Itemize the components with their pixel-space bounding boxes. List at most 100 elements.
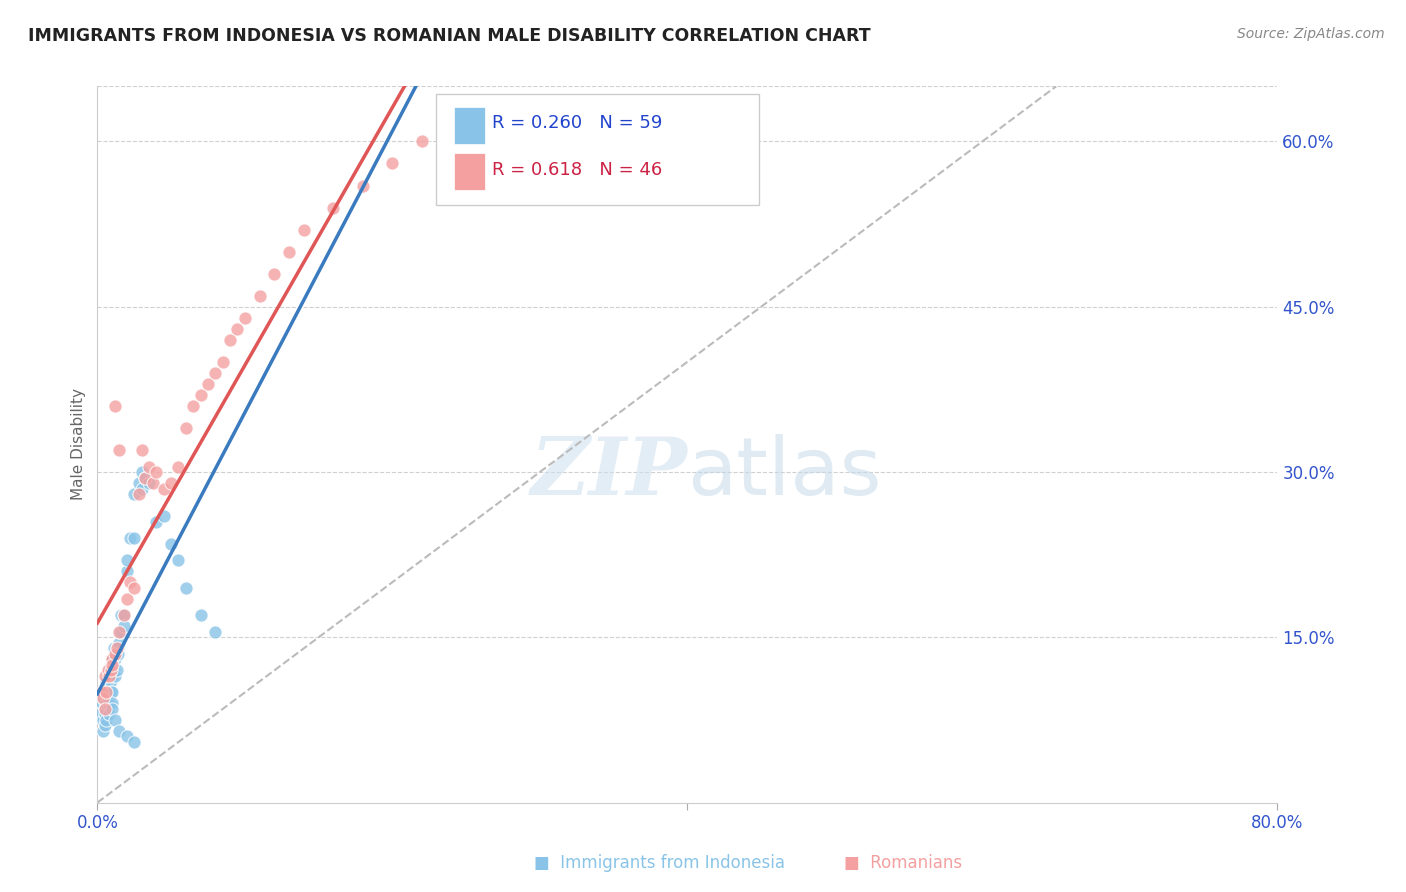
Point: [352, 178, 374, 193]
Text: ■  Romanians: ■ Romanians: [844, 855, 962, 872]
Point: [98, 697, 121, 711]
Point: [104, 669, 127, 683]
Text: R = 0.618   N = 46: R = 0.618 N = 46: [492, 161, 662, 179]
Point: [101, 657, 124, 672]
Point: [105, 641, 128, 656]
Point: [105, 641, 128, 656]
Point: [115, 553, 138, 567]
Point: [108, 624, 131, 639]
Text: ■  Immigrants from Indonesia: ■ Immigrants from Indonesia: [534, 855, 786, 872]
Point: [91, 690, 114, 705]
Point: [98, 669, 121, 683]
Point: [93, 702, 115, 716]
Text: ZIP: ZIP: [530, 434, 688, 512]
Text: Source: ZipAtlas.com: Source: ZipAtlas.com: [1237, 27, 1385, 41]
Point: [90, 685, 112, 699]
Point: [115, 591, 138, 606]
Point: [142, 476, 165, 491]
Point: [181, 399, 204, 413]
Point: [381, 156, 404, 170]
Point: [152, 509, 174, 524]
Point: [104, 713, 127, 727]
Point: [104, 652, 127, 666]
Point: [115, 564, 138, 578]
Point: [93, 707, 115, 722]
Point: [145, 465, 167, 479]
Point: [93, 702, 115, 716]
Point: [108, 723, 131, 738]
Point: [96, 685, 118, 699]
Point: [101, 669, 124, 683]
Text: IMMIGRANTS FROM INDONESIA VS ROMANIAN MALE DISABILITY CORRELATION CHART: IMMIGRANTS FROM INDONESIA VS ROMANIAN MA…: [28, 27, 870, 45]
Point: [138, 459, 160, 474]
Point: [101, 702, 124, 716]
Point: [103, 641, 125, 656]
Point: [107, 641, 129, 656]
Point: [91, 690, 114, 705]
Point: [97, 690, 120, 705]
Y-axis label: Male Disability: Male Disability: [72, 389, 86, 500]
Point: [204, 366, 226, 380]
Point: [128, 476, 150, 491]
Point: [204, 624, 226, 639]
Point: [263, 267, 285, 281]
Point: [103, 664, 125, 678]
Point: [101, 685, 124, 699]
Point: [96, 674, 118, 689]
Point: [98, 664, 121, 678]
Point: [93, 718, 115, 732]
Point: [112, 608, 135, 623]
Point: [108, 624, 131, 639]
Point: [197, 376, 219, 391]
Point: [100, 674, 122, 689]
Point: [131, 442, 153, 457]
Point: [96, 713, 118, 727]
Point: [249, 289, 271, 303]
Point: [190, 608, 212, 623]
Point: [101, 652, 124, 666]
Point: [100, 664, 122, 678]
Point: [100, 685, 122, 699]
Point: [233, 310, 256, 325]
Point: [167, 459, 190, 474]
Point: [101, 652, 124, 666]
Point: [98, 707, 121, 722]
Point: [152, 482, 174, 496]
Point: [145, 515, 167, 529]
Point: [131, 482, 153, 496]
Point: [122, 735, 145, 749]
Point: [97, 664, 120, 678]
Point: [110, 624, 132, 639]
Point: [411, 135, 433, 149]
Point: [104, 647, 127, 661]
Point: [112, 619, 135, 633]
Point: [219, 333, 242, 347]
Point: [131, 465, 153, 479]
Point: [110, 608, 132, 623]
Point: [190, 388, 212, 402]
Point: [160, 536, 183, 550]
Point: [292, 222, 315, 236]
Point: [134, 470, 156, 484]
Point: [226, 322, 249, 336]
Point: [138, 476, 160, 491]
Point: [112, 608, 135, 623]
Point: [118, 531, 141, 545]
Point: [174, 581, 197, 595]
Point: [108, 636, 131, 650]
Point: [322, 201, 344, 215]
Point: [101, 697, 124, 711]
Point: [93, 669, 115, 683]
Point: [90, 697, 112, 711]
Point: [128, 487, 150, 501]
Point: [167, 553, 190, 567]
Point: [134, 470, 156, 484]
Point: [91, 723, 114, 738]
Text: R = 0.260   N = 59: R = 0.260 N = 59: [492, 114, 662, 132]
Point: [440, 112, 463, 127]
Point: [93, 685, 115, 699]
Point: [118, 575, 141, 590]
Point: [122, 487, 145, 501]
Point: [160, 476, 183, 491]
Point: [107, 647, 129, 661]
